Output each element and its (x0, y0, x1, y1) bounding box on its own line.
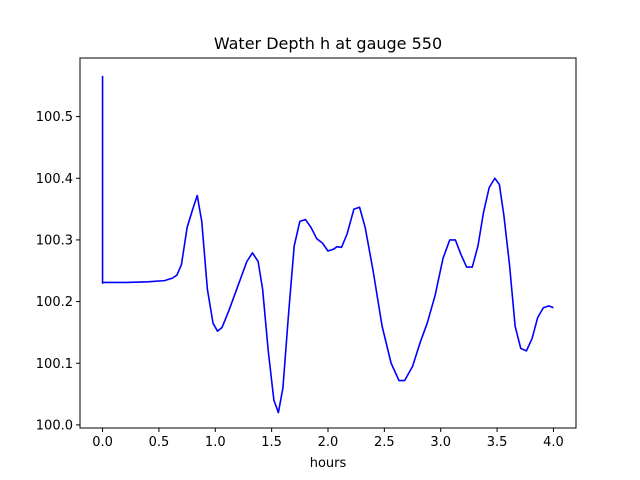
x-tick-label: 3.5 (487, 435, 508, 450)
y-tick-label: 100.5 (36, 110, 73, 125)
x-tick-label: 0.5 (149, 435, 170, 450)
x-tick-label: 1.5 (261, 435, 282, 450)
y-tick-label: 100.0 (36, 418, 73, 433)
y-tick-label: 100.4 (36, 172, 73, 187)
axes-frame (79, 57, 577, 429)
y-tick-label: 100.1 (36, 357, 73, 372)
x-tick-label: 2.5 (374, 435, 395, 450)
y-axis: 100.0 100.1 100.2 100.3 100.4 100.5 (36, 110, 80, 433)
plot-area (101, 75, 554, 414)
x-tick-label: 0.0 (92, 435, 113, 450)
x-tick-label: 3.0 (430, 435, 451, 450)
x-axis-label: hours (310, 456, 347, 471)
x-tick-label: 1.0 (205, 435, 226, 450)
series-line-0 (101, 75, 554, 414)
x-tick-label: 2.0 (318, 435, 339, 450)
x-axis: 0.0 0.5 1.0 1.5 2.0 2.5 3.0 3.5 4.0 (92, 428, 564, 450)
y-tick-label: 100.2 (36, 295, 73, 310)
x-tick-label: 4.0 (543, 435, 564, 450)
chart-title: Water Depth h at gauge 550 (214, 34, 442, 53)
y-tick-label: 100.3 (36, 233, 73, 248)
